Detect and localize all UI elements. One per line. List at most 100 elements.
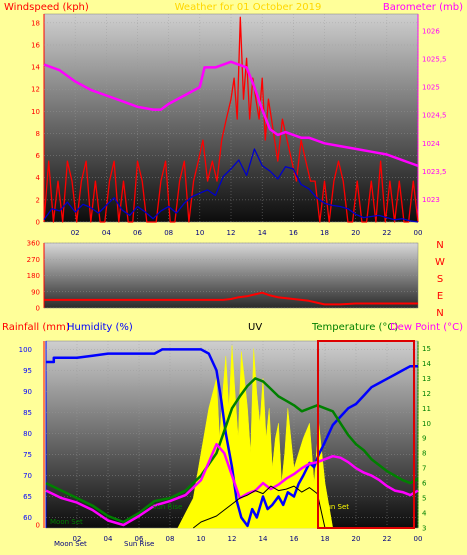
temp-axis-ticks: 0606570758085909510034567891011121314150… xyxy=(19,341,431,543)
temp-x-tick-label: 00 xyxy=(414,535,423,543)
wind-series-line xyxy=(43,60,419,167)
humidity-tick-label: 100 xyxy=(19,346,32,354)
temperature-tick-label: 6 xyxy=(422,480,427,488)
direction-letter: S xyxy=(437,274,443,285)
barometer-axis-label: Barometer (mb) xyxy=(383,2,463,13)
barometer-tick-label: 1023 xyxy=(422,196,440,204)
wind-x-tick-label: 00 xyxy=(414,229,423,237)
barometer-tick-label: 1026 xyxy=(422,27,440,35)
humidity-tick-label: 60 xyxy=(23,514,32,522)
temp-x-tick-label: 06 xyxy=(135,535,144,543)
wind-series-line xyxy=(43,148,419,223)
wind-x-tick-label: 18 xyxy=(320,229,329,237)
wind-x-tick-label: 02 xyxy=(71,229,80,237)
wind-tick-label: 14 xyxy=(31,64,40,72)
direction-letter: N xyxy=(436,240,443,251)
temperature-tick-label: 7 xyxy=(422,465,426,473)
barometer-tick-label: 1025,5 xyxy=(422,55,447,63)
humidity-tick-label: 70 xyxy=(23,472,32,480)
wind-tick-label: 18 xyxy=(31,19,40,27)
wind-series-line xyxy=(43,16,419,223)
wind-tick-label: 6 xyxy=(36,152,41,160)
temp-x-tick-label: 12 xyxy=(228,535,237,543)
temp-x-tick-label: 04 xyxy=(104,535,113,543)
direction-letter: E xyxy=(437,291,443,302)
windspeed-axis-label: Windspeed (kph) xyxy=(4,2,89,13)
temperature-tick-label: 14 xyxy=(422,360,431,368)
wind-tick-label: 10 xyxy=(31,108,40,116)
wind-tick-label: 8 xyxy=(36,130,40,138)
temperature-tick-label: 11 xyxy=(422,405,431,413)
temp-series-line xyxy=(46,348,418,528)
wind-plot-area xyxy=(43,13,419,223)
temperature-tick-label: 3 xyxy=(422,525,426,533)
temp-x-tick-label: 02 xyxy=(73,535,82,543)
direction-tick-label: 360 xyxy=(27,240,40,248)
temperature-tick-label: 8 xyxy=(422,450,426,458)
direction-tick-label: 270 xyxy=(27,256,40,264)
annotation-label: Sun Rise xyxy=(124,540,154,548)
temperature-axis-label: Temperature (°C) xyxy=(311,322,398,333)
annotation-label: Moon Rise xyxy=(276,522,312,530)
chart-title: Weather for 01 October 2019 xyxy=(175,2,322,13)
humidity-tick-label: 85 xyxy=(23,409,32,417)
wind-x-tick-label: 12 xyxy=(227,229,236,237)
temperature-tick-label: 5 xyxy=(422,495,426,503)
humidity-tick-label: 95 xyxy=(23,367,32,375)
wind-axis-ticks: 02468101214161810231023,510241024,510251… xyxy=(31,14,447,237)
temp-x-tick-label: 20 xyxy=(352,535,361,543)
annotation-label: Moon Set xyxy=(54,540,87,548)
temp-x-tick-label: 14 xyxy=(259,535,268,543)
wind-x-tick-label: 10 xyxy=(195,229,204,237)
uv-axis-label: UV xyxy=(248,322,262,333)
temp-series-line xyxy=(192,485,326,529)
wind-x-tick-label: 20 xyxy=(351,229,360,237)
rainfall-axis-label: Rainfall (mm) xyxy=(2,322,70,333)
direction-tick-label: 180 xyxy=(27,272,40,280)
wind-x-tick-label: 04 xyxy=(102,229,111,237)
wind-x-tick-label: 08 xyxy=(164,229,173,237)
humidity-tick-label: 80 xyxy=(23,430,32,438)
humidity-tick-label: 75 xyxy=(23,451,32,459)
temp-series-line xyxy=(45,377,419,524)
direction-tick-label: 0 xyxy=(36,305,40,313)
temperature-tick-label: 15 xyxy=(422,345,431,353)
direction-letter: W xyxy=(435,257,445,268)
temperature-tick-label: 10 xyxy=(422,420,431,428)
barometer-tick-label: 1025 xyxy=(422,84,440,92)
annotation-label: Sun Set xyxy=(322,503,349,511)
wind-tick-label: 2 xyxy=(36,196,40,204)
barometer-tick-label: 1024,5 xyxy=(422,112,447,120)
annotation-label: Sun Rise xyxy=(152,503,182,511)
humidity-tick-label: 0 xyxy=(36,522,40,530)
wind-series xyxy=(43,16,419,223)
wind-tick-label: 0 xyxy=(36,219,40,227)
temp-x-tick-label: 16 xyxy=(290,535,299,543)
temp-x-tick-label: 18 xyxy=(321,535,330,543)
direction-series-line xyxy=(44,291,418,306)
humidity-tick-label: 90 xyxy=(23,388,32,396)
temp-series-line xyxy=(45,442,419,527)
direction-tick-label: 90 xyxy=(31,288,40,296)
annotation-label: Moon Set xyxy=(50,518,83,526)
temp-x-tick-label: 08 xyxy=(166,535,175,543)
direction-letter: N xyxy=(436,308,443,319)
temp-x-tick-label: 22 xyxy=(383,535,392,543)
direction-axis-ticks: 0 90 180 270 360 xyxy=(27,240,418,313)
sun-moon-annotations: Moon Set Sun Rise Sun Set Moon Rise Moon Set… xyxy=(50,503,349,548)
wind-tick-label: 4 xyxy=(36,174,41,182)
wind-x-tick-label: 14 xyxy=(258,229,267,237)
temperature-tick-label: 9 xyxy=(422,435,426,443)
temp-x-tick-label: 10 xyxy=(197,535,206,543)
wind-tick-label: 12 xyxy=(31,86,40,94)
wind-tick-label: 16 xyxy=(31,41,40,49)
dewpoint-axis-label: Dew Point (°C) xyxy=(390,322,463,333)
wind-x-tick-label: 06 xyxy=(133,229,142,237)
barometer-tick-label: 1023,5 xyxy=(422,168,447,176)
barometer-tick-label: 1024 xyxy=(422,140,440,148)
humidity-tick-label: 65 xyxy=(23,493,32,501)
uv-area xyxy=(177,345,334,529)
wind-x-tick-label: 22 xyxy=(382,229,391,237)
